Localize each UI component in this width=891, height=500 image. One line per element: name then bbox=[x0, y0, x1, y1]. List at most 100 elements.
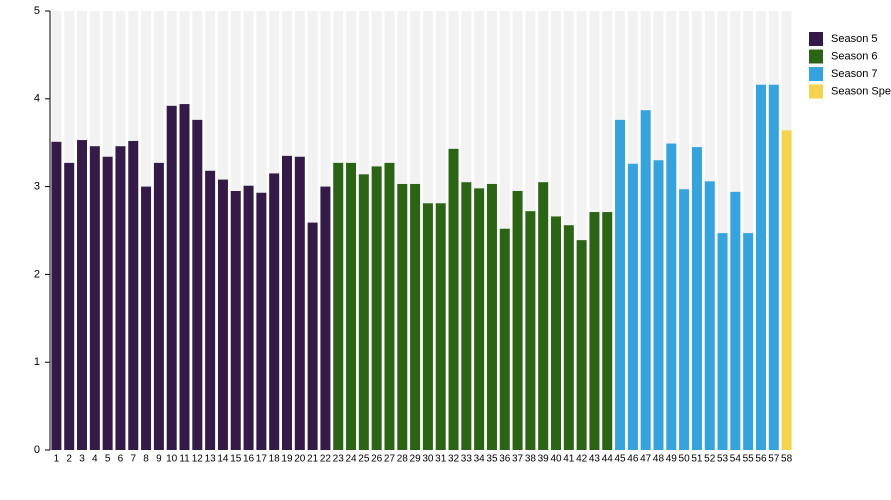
legend-label: Season 7 bbox=[831, 68, 877, 80]
bar bbox=[192, 119, 203, 450]
bar bbox=[666, 143, 677, 450]
x-tick-label: 52 bbox=[704, 454, 716, 465]
bar bbox=[102, 156, 113, 451]
bar bbox=[269, 173, 280, 450]
x-tick-label: 47 bbox=[640, 454, 652, 465]
bar bbox=[538, 182, 549, 450]
column-background bbox=[576, 11, 587, 450]
bar bbox=[474, 188, 485, 450]
x-tick-label: 49 bbox=[666, 454, 678, 465]
x-tick-label: 38 bbox=[525, 454, 537, 465]
bar bbox=[691, 147, 702, 450]
x-tick-label: 7 bbox=[130, 454, 136, 465]
x-tick-label: 30 bbox=[422, 454, 434, 465]
x-tick-label: 19 bbox=[281, 454, 293, 465]
bar bbox=[333, 162, 344, 451]
x-tick-label: 22 bbox=[320, 454, 332, 465]
bar bbox=[551, 216, 562, 450]
x-tick-label: 2 bbox=[66, 454, 72, 465]
legend-swatch bbox=[809, 84, 823, 99]
bar bbox=[153, 162, 164, 451]
y-tick-label: 5 bbox=[34, 5, 40, 17]
x-tick-label: 1 bbox=[54, 454, 60, 465]
bar bbox=[217, 179, 228, 451]
x-tick-label: 26 bbox=[371, 454, 383, 465]
bar bbox=[77, 140, 88, 451]
bar bbox=[512, 190, 523, 451]
x-tick-label: 39 bbox=[538, 454, 550, 465]
x-tick-label: 43 bbox=[589, 454, 601, 465]
legend-label: Season 5 bbox=[831, 33, 877, 45]
column-background bbox=[717, 11, 728, 450]
legend-swatch bbox=[809, 49, 823, 64]
x-tick-label: 56 bbox=[755, 454, 767, 465]
x-tick-label: 34 bbox=[474, 454, 486, 465]
x-tick-label: 9 bbox=[156, 454, 162, 465]
x-tick-label: 13 bbox=[205, 454, 217, 465]
x-tick-label: 35 bbox=[486, 454, 498, 465]
x-tick-label: 16 bbox=[243, 454, 255, 465]
bar bbox=[141, 186, 152, 450]
bar bbox=[410, 183, 421, 450]
x-tick-label: 55 bbox=[743, 454, 755, 465]
bar bbox=[499, 228, 510, 450]
bar bbox=[115, 146, 126, 450]
x-tick-label: 6 bbox=[118, 454, 124, 465]
bar bbox=[320, 186, 331, 450]
x-tick-label: 54 bbox=[730, 454, 742, 465]
y-tick-label: 2 bbox=[34, 268, 40, 280]
bar bbox=[602, 212, 613, 450]
bar bbox=[576, 240, 587, 450]
bar bbox=[371, 166, 382, 450]
x-tick-label: 18 bbox=[269, 454, 281, 465]
bar bbox=[294, 156, 305, 451]
bar bbox=[461, 182, 472, 450]
bar bbox=[563, 225, 574, 450]
x-tick-label: 45 bbox=[614, 454, 626, 465]
bar bbox=[243, 185, 254, 451]
bar bbox=[346, 162, 357, 451]
bar bbox=[422, 203, 433, 450]
x-tick-label: 21 bbox=[307, 454, 319, 465]
x-tick-label: 37 bbox=[512, 454, 524, 465]
x-tick-label: 20 bbox=[294, 454, 306, 465]
legend-swatch bbox=[809, 32, 823, 46]
legend-label: Season Special bbox=[831, 85, 891, 97]
x-tick-label: 33 bbox=[461, 454, 473, 465]
column-background bbox=[743, 11, 754, 450]
x-tick-label: 41 bbox=[563, 454, 575, 465]
y-tick-label: 1 bbox=[34, 356, 40, 368]
y-tick-label: 4 bbox=[34, 93, 40, 105]
x-tick-label: 57 bbox=[768, 454, 780, 465]
bar bbox=[730, 191, 741, 451]
bar bbox=[397, 183, 408, 450]
x-tick-label: 31 bbox=[435, 454, 447, 465]
x-tick-label: 10 bbox=[166, 454, 178, 465]
bar bbox=[704, 181, 715, 450]
bar bbox=[781, 130, 792, 450]
bar bbox=[448, 148, 459, 450]
x-tick-label: 23 bbox=[333, 454, 345, 465]
bar bbox=[89, 146, 100, 450]
bar bbox=[281, 155, 292, 450]
bar bbox=[627, 163, 638, 450]
bar bbox=[384, 162, 395, 451]
bar bbox=[358, 174, 369, 451]
bar bbox=[768, 84, 779, 450]
legend-swatch bbox=[809, 67, 823, 81]
bar bbox=[205, 170, 216, 450]
bar bbox=[230, 190, 241, 451]
x-tick-label: 25 bbox=[358, 454, 370, 465]
bar bbox=[435, 203, 446, 450]
x-tick-label: 36 bbox=[499, 454, 511, 465]
x-tick-label: 32 bbox=[448, 454, 460, 465]
x-tick-label: 4 bbox=[92, 454, 98, 465]
x-tick-label: 11 bbox=[179, 454, 190, 465]
x-tick-label: 24 bbox=[345, 454, 357, 465]
bar bbox=[51, 141, 62, 450]
x-tick-label: 3 bbox=[79, 454, 85, 465]
x-tick-label: 27 bbox=[384, 454, 396, 465]
bar bbox=[640, 110, 651, 451]
y-tick-label: 3 bbox=[34, 181, 40, 193]
